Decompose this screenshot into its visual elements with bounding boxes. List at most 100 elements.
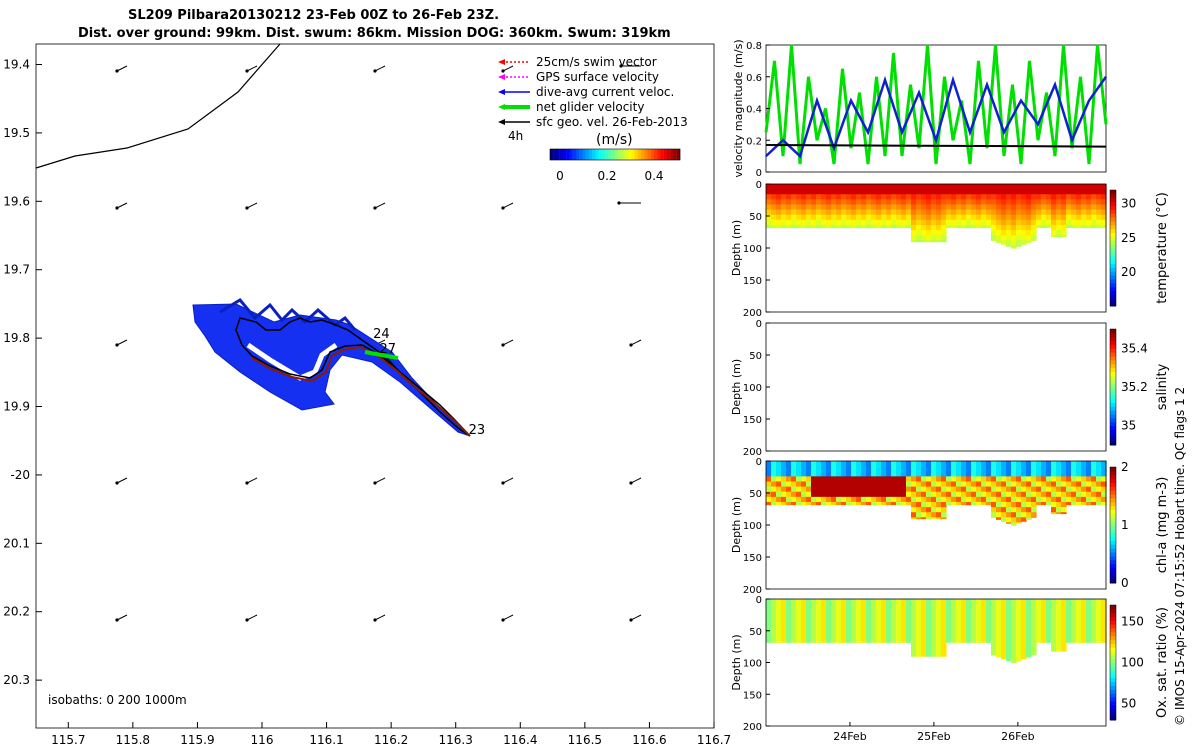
surface-velocity-arrow [502, 65, 514, 72]
heatmap-cell [791, 184, 797, 190]
heatmap-cell [1011, 619, 1017, 625]
heatmap-cell [841, 476, 847, 483]
heatmap-cell [1081, 496, 1087, 503]
heatmap-cell [851, 476, 857, 483]
heatmap-cell [806, 629, 812, 636]
heatmap-cell [836, 491, 842, 498]
map-y-tick-label: 19.7 [3, 263, 30, 277]
heatmap-cell [836, 604, 842, 610]
heatmap-cell [811, 624, 817, 631]
heatmap-cell [941, 496, 947, 503]
heatmap-cell [831, 471, 837, 477]
heatmap-cell [936, 491, 942, 498]
heatmap-cell [1096, 491, 1102, 498]
heatmap-cell [1101, 199, 1107, 206]
heatmap-cell [921, 199, 927, 206]
colorbar-segment [550, 149, 554, 160]
heatmap-cell [951, 224, 957, 229]
heatmap-cell [911, 649, 917, 656]
heatmap-cell [781, 466, 787, 472]
heatmap-cell [786, 199, 792, 206]
heatmap-colorbar-segment [1110, 332, 1116, 338]
heatmap-cell [1086, 491, 1092, 498]
heatmap-cell [811, 614, 817, 620]
heatmap-cell [816, 471, 822, 477]
colorbar-segment [579, 149, 583, 160]
heatmap-cell [1026, 629, 1032, 636]
heatmap-cell [876, 599, 882, 605]
surface-velocity-arrow [374, 614, 386, 621]
heatmap-cell [1036, 209, 1042, 216]
heatmap-cell [791, 476, 797, 483]
heatmap-cell [896, 184, 902, 190]
heatmap-cell [1016, 496, 1022, 503]
surface-velocity-arrowhead [629, 618, 633, 622]
heatmap-cell [931, 517, 937, 520]
heatmap-colorbar-segment [1110, 674, 1116, 679]
heatmap-cell [1056, 624, 1062, 631]
heatmap-cell [956, 189, 962, 195]
heatmap-cell [921, 189, 927, 195]
heatmap-cell [956, 184, 962, 190]
heatmap-cell [801, 599, 807, 605]
heatmap-cell [976, 639, 982, 643]
heatmap-cell [1081, 476, 1087, 483]
heatmap-cell [1016, 639, 1022, 646]
heatmap-cell [1101, 189, 1107, 195]
heatmap-cell [836, 481, 842, 488]
heatmap-cell [871, 491, 877, 498]
heatmap-cell [871, 189, 877, 195]
heatmap-cell [886, 481, 892, 488]
heatmap-cell [826, 476, 832, 483]
heatmap-cell [856, 486, 862, 493]
heatmap-cell [781, 614, 787, 620]
heatmap-cell [921, 614, 927, 620]
heatmap-cell [831, 486, 837, 493]
heatmap-cell [831, 629, 837, 636]
map-y-tick-label: 19.4 [3, 58, 30, 72]
heatmap-colorbar-segment [1110, 521, 1116, 526]
velocity-y-tick-label: 0.8 [746, 41, 762, 52]
heatmap-cell [861, 486, 867, 493]
heatmap-cell [811, 224, 817, 229]
heatmap-cell [986, 194, 992, 200]
colorbar-segment [676, 149, 681, 160]
velocity-series-line [765, 144, 1107, 148]
heatmap-cell [836, 204, 842, 211]
heatmap-cell [971, 486, 977, 493]
heatmap-cell [836, 209, 842, 216]
heatmap-cell [946, 224, 952, 229]
heatmap-cell [886, 624, 892, 631]
heatmap-cell [796, 224, 802, 229]
heatmap-cell [1061, 204, 1067, 211]
heatmap-cell [861, 224, 867, 229]
heatmap-cell [876, 214, 882, 221]
heatmap-cell [1096, 194, 1102, 200]
heatmap-cell [966, 194, 972, 200]
heatmap-cell [1101, 481, 1107, 488]
heatmap-cell [916, 194, 922, 200]
heatmap-cell [991, 486, 997, 493]
heatmap-cell [796, 184, 802, 190]
heatmap-cell [861, 214, 867, 221]
heatmap-cell [1051, 496, 1057, 503]
heatmap-cell [1016, 599, 1022, 605]
heatmap-cell [871, 476, 877, 483]
heatmap-cell [1021, 235, 1027, 241]
colorbar-segment [621, 149, 625, 160]
heatmap-cell [1101, 209, 1107, 216]
heatmap-cell [976, 199, 982, 206]
heatmap-cell [896, 209, 902, 216]
map-frame [35, 43, 715, 729]
heatmap-cell [901, 461, 907, 467]
time-x-tick-label: 24Feb [833, 730, 866, 743]
surface-velocity-arrow [502, 339, 514, 346]
heatmap-cell [821, 501, 827, 506]
colorbar-tick-label: 25 [1121, 231, 1136, 245]
heatmap-colorbar-segment [1110, 540, 1116, 545]
heatmap-cell [1076, 466, 1082, 472]
heatmap-cell [981, 619, 987, 625]
heatmap-cell [871, 501, 877, 506]
heatmap-cell [1056, 491, 1062, 498]
heatmap-cell [1041, 199, 1047, 206]
